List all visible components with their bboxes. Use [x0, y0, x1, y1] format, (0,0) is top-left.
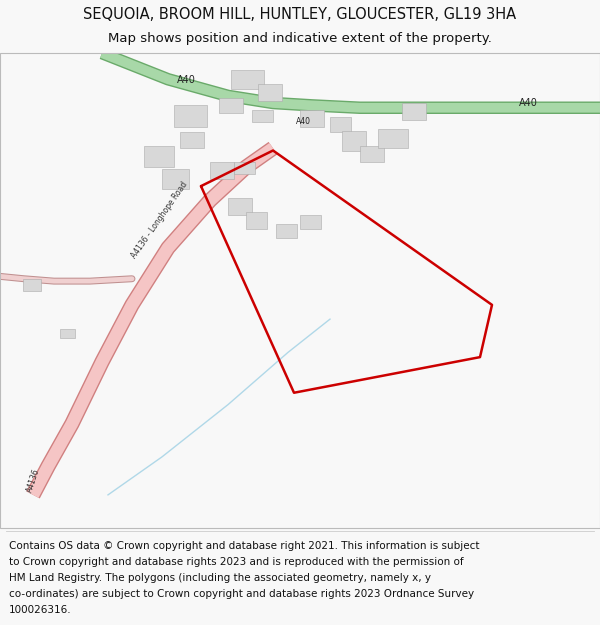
- Bar: [258, 84, 282, 101]
- Bar: [180, 131, 204, 148]
- Bar: [219, 98, 243, 112]
- Bar: [360, 146, 384, 162]
- Text: to Crown copyright and database rights 2023 and is reproduced with the permissio: to Crown copyright and database rights 2…: [9, 557, 464, 567]
- Text: A40: A40: [296, 118, 311, 126]
- Bar: [144, 146, 174, 167]
- Text: A40: A40: [518, 98, 538, 108]
- Bar: [234, 162, 255, 174]
- Text: Map shows position and indicative extent of the property.: Map shows position and indicative extent…: [108, 32, 492, 45]
- Text: 100026316.: 100026316.: [9, 604, 71, 614]
- Bar: [276, 224, 297, 238]
- Bar: [228, 198, 252, 214]
- Bar: [300, 214, 321, 229]
- Bar: [342, 131, 366, 151]
- Bar: [174, 106, 207, 127]
- Bar: [246, 213, 267, 229]
- Bar: [252, 110, 273, 122]
- Text: HM Land Registry. The polygons (including the associated geometry, namely x, y: HM Land Registry. The polygons (includin…: [9, 572, 431, 582]
- Text: A40: A40: [176, 75, 196, 85]
- Bar: [300, 110, 324, 127]
- Bar: [60, 329, 75, 338]
- Bar: [378, 129, 408, 148]
- Text: SEQUOIA, BROOM HILL, HUNTLEY, GLOUCESTER, GL19 3HA: SEQUOIA, BROOM HILL, HUNTLEY, GLOUCESTER…: [83, 8, 517, 22]
- Text: A4136: A4136: [25, 468, 41, 494]
- Text: co-ordinates) are subject to Crown copyright and database rights 2023 Ordnance S: co-ordinates) are subject to Crown copyr…: [9, 589, 474, 599]
- Bar: [23, 279, 41, 291]
- Bar: [210, 162, 234, 179]
- Text: Contains OS data © Crown copyright and database right 2021. This information is : Contains OS data © Crown copyright and d…: [9, 541, 479, 551]
- Bar: [162, 169, 189, 189]
- Bar: [402, 103, 426, 119]
- Bar: [330, 118, 351, 131]
- Text: A4136 - Longhope Road: A4136 - Longhope Road: [129, 180, 189, 260]
- Bar: [231, 70, 264, 89]
